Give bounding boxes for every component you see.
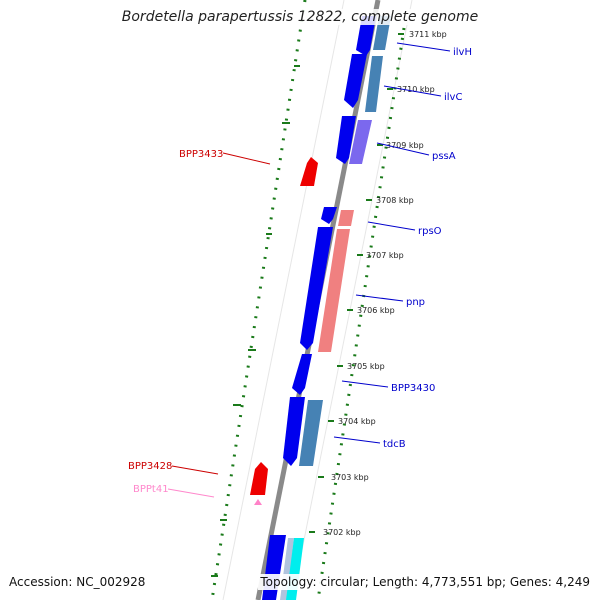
gene-label-rpsO: rpsO [418, 226, 442, 237]
trna-label-BPPt41: BPPt41 [133, 484, 169, 495]
gene-label-pnp: pnp [406, 297, 425, 308]
gene-label-ilvH: ilvH [453, 47, 472, 58]
trna-BPPt41 [254, 499, 262, 505]
gc-skew-track-inner [210, 0, 307, 600]
cds-arrow-rpsO [321, 207, 337, 224]
gene-label-pssA: pssA [432, 151, 456, 162]
tick-label: 3703 kbp [331, 473, 369, 482]
cds-arrow-BPP3428 [250, 462, 268, 495]
genome-summary-text: Topology: circular; Length: 4,773,551 bp… [258, 574, 592, 590]
forward-cds-features[interactable] [262, 16, 376, 600]
tick-label: 3711 kbp [409, 30, 447, 39]
inner-track-edge [222, 0, 345, 600]
cog-bar-tdcB [299, 400, 323, 466]
cds-arrow-BPP3430 [292, 354, 312, 395]
cog-features[interactable] [280, 16, 391, 600]
cds-arrow-ilvH [356, 16, 376, 56]
cds-arrow-pnp [300, 227, 333, 350]
tick-label: 3709 kbp [386, 141, 424, 150]
gene-label-BPP3428: BPP3428 [128, 461, 172, 472]
cog-bar-ilvC [365, 56, 383, 112]
gene-label-ilvC: ilvC [444, 92, 462, 103]
right-label-leaders [333, 42, 451, 444]
outer-track-edge [291, 0, 413, 600]
tick-label: 3708 kbp [376, 196, 414, 205]
cds-arrow-ilvC [344, 54, 367, 108]
tick-label: 3704 kbp [338, 417, 376, 426]
tick-marks [309, 33, 404, 533]
tick-label: 3706 kbp [357, 306, 395, 315]
gene-label-BPP3430: BPP3430 [391, 383, 435, 394]
tick-labels: 3711 kbp 3710 kbp 3709 kbp 3708 kbp 3707… [323, 30, 447, 537]
accession-text: Accession: NC_002928 [7, 574, 148, 590]
left-gene-labels[interactable]: BPP3433 BPP3428 BPPt41 [128, 149, 223, 495]
gc-skew-bars [211, 65, 300, 577]
tick-label: 3710 kbp [397, 85, 435, 94]
tick-label: 3707 kbp [366, 251, 404, 260]
left-label-leaders [167, 152, 271, 498]
cds-arrow-tdcB [283, 397, 305, 466]
map-title: Bordetella parapertussis 12822, complete… [0, 9, 600, 25]
cds-arrow-BPP3433 [300, 157, 318, 186]
cds-arrow-pssA [336, 116, 356, 164]
gene-label-tdcB: tdcB [383, 439, 406, 450]
reverse-features[interactable] [250, 157, 318, 505]
cog-bar-pnp [318, 229, 350, 352]
tick-label: 3702 kbp [323, 528, 361, 537]
right-gene-labels[interactable]: ilvH ilvC pssA rpsO pnp BPP3430 tdcB [383, 47, 472, 450]
cog-bar-pssA [349, 120, 372, 164]
cog-bar-rpsO [338, 210, 354, 226]
gene-label-BPP3433: BPP3433 [179, 149, 223, 160]
tick-label: 3705 kbp [347, 362, 385, 371]
